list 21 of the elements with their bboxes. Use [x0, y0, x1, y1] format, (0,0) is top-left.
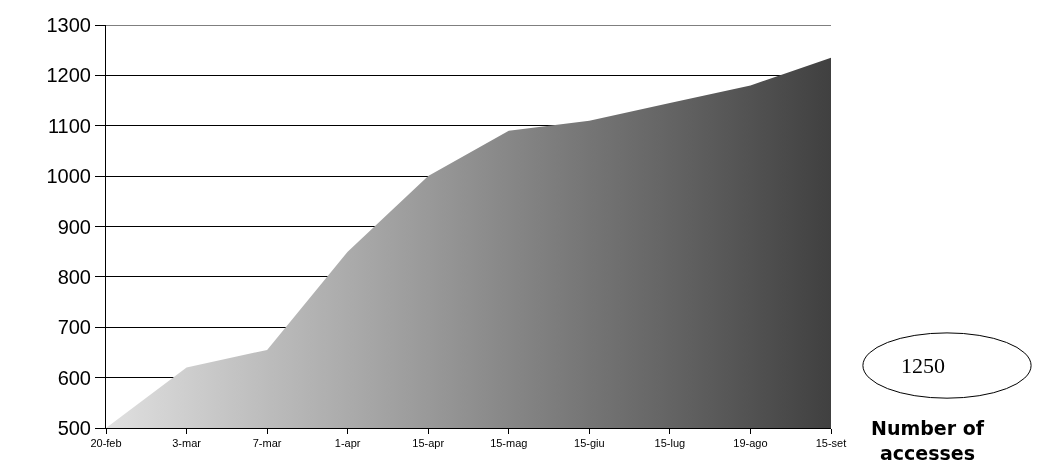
y-tick-label: 700: [57, 316, 91, 339]
x-tick-label: 20-feb: [90, 437, 122, 450]
x-tick-label: 15-lug: [654, 437, 686, 450]
y-tick-label: 1100: [47, 114, 91, 137]
y-tick-label: 900: [57, 215, 91, 238]
y-tick-label: 1200: [46, 64, 91, 87]
text: Number of accesses: [871, 417, 985, 464]
x-tick-label: 19-ago: [733, 437, 768, 450]
x-tick-label: 15-apr: [412, 437, 445, 450]
x-tick-label: 3-mar: [172, 437, 202, 450]
x-tick-label: 15-set: [815, 437, 847, 450]
x-tick-label: 1-apr: [334, 437, 361, 450]
y-tick-label: 1000: [46, 165, 91, 188]
y-tick-label: 1300: [46, 14, 91, 36]
x-tick-label: 15-giu: [574, 437, 605, 450]
x-tick-label: 15-mag: [490, 437, 528, 450]
x-tick-label: 7-mar: [252, 437, 282, 450]
y-tick-label: 500: [57, 417, 91, 439]
y-tick-label: 600: [57, 366, 91, 389]
y-tick-label: 800: [57, 265, 91, 288]
text: 1250: [901, 353, 945, 378]
